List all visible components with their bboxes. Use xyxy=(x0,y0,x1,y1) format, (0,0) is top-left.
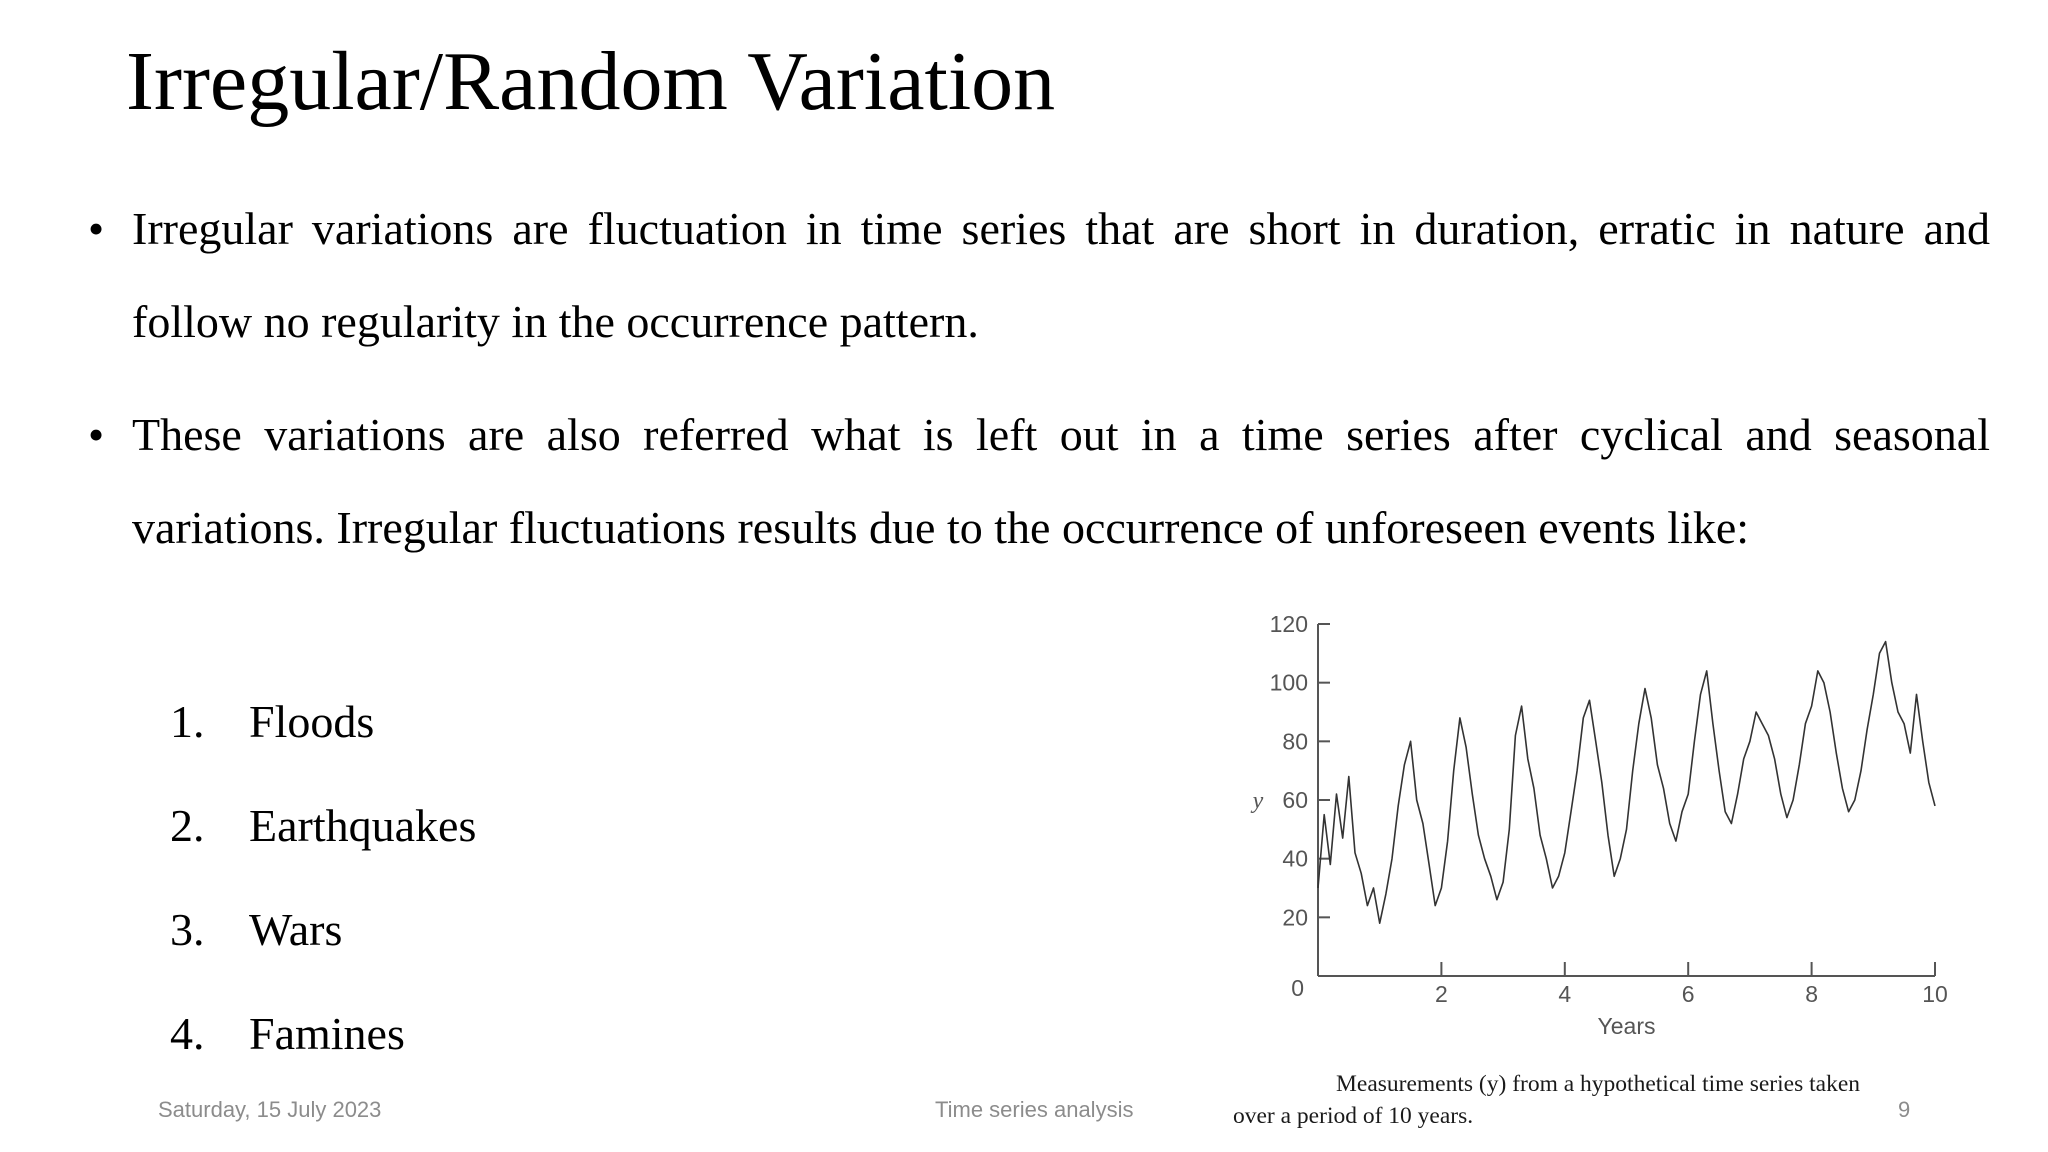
list-number: 3. xyxy=(170,904,205,955)
list-item-earthquakes: 2. Earthquakes xyxy=(170,774,476,878)
list-number: 2. xyxy=(170,800,205,851)
footer-date: Saturday, 15 July 2023 xyxy=(158,1097,382,1122)
events-list: 1. Floods 2. Earthquakes 3. Wars 4. Famines xyxy=(170,670,476,1086)
list-item-wars: 3. Wars xyxy=(170,878,476,982)
bullet-dot: • xyxy=(88,203,105,254)
x-tick-label: 6 xyxy=(1682,981,1695,1007)
list-label: Wars xyxy=(249,904,343,955)
x-axis-label: Years xyxy=(1598,1013,1656,1039)
time-series-chart: 20 40 60 80 100 120 0 2 4 6 8 10 Years y xyxy=(1251,611,1948,1039)
y-tick-label: 20 xyxy=(1282,904,1308,930)
chart-caption: Measurements (y) from a hypothetical tim… xyxy=(1233,1068,1953,1132)
x-tick-label: 2 xyxy=(1435,981,1448,1007)
footer-page-number: 9 xyxy=(1898,1097,1911,1122)
x-tick-label: 4 xyxy=(1558,981,1571,1007)
list-number: 1. xyxy=(170,696,205,747)
y-tick-label: 60 xyxy=(1282,787,1308,813)
bullet-text: These variations are also referred what … xyxy=(132,409,1990,553)
series-line xyxy=(1317,640,1936,925)
y-axis-label: y xyxy=(1251,788,1264,814)
list-label: Floods xyxy=(249,696,375,747)
list-label: Earthquakes xyxy=(249,800,477,851)
y-tick-label: 100 xyxy=(1270,670,1308,696)
bullet-text: Irregular variations are fluctuation in … xyxy=(132,203,1990,347)
x-tick-label: 8 xyxy=(1805,981,1818,1007)
footer-topic: Time series analysis xyxy=(935,1097,1134,1122)
x-tick-label: 10 xyxy=(1922,981,1948,1007)
y-tick-label: 80 xyxy=(1282,728,1308,754)
y-tick-label: 40 xyxy=(1282,846,1308,872)
list-number: 4. xyxy=(170,1008,205,1059)
list-item-famines: 4. Famines xyxy=(170,982,476,1086)
caption-line-2: over a period of 10 years. xyxy=(1233,1103,1474,1129)
bullet-residual-explanation: • These variations are also referred wha… xyxy=(88,388,1990,574)
y-tick-label: 120 xyxy=(1270,611,1308,637)
bullet-irregular-definition: • Irregular variations are fluctuation i… xyxy=(88,182,1990,368)
slide-title: Irregular/Random Variation xyxy=(126,35,1056,128)
y-tick-label: 0 xyxy=(1291,975,1304,1001)
list-label: Famines xyxy=(249,1008,405,1059)
bullet-dot: • xyxy=(88,409,105,460)
list-item-floods: 1. Floods xyxy=(170,670,476,774)
caption-line-1: Measurements (y) from a hypothetical tim… xyxy=(1336,1071,1860,1097)
